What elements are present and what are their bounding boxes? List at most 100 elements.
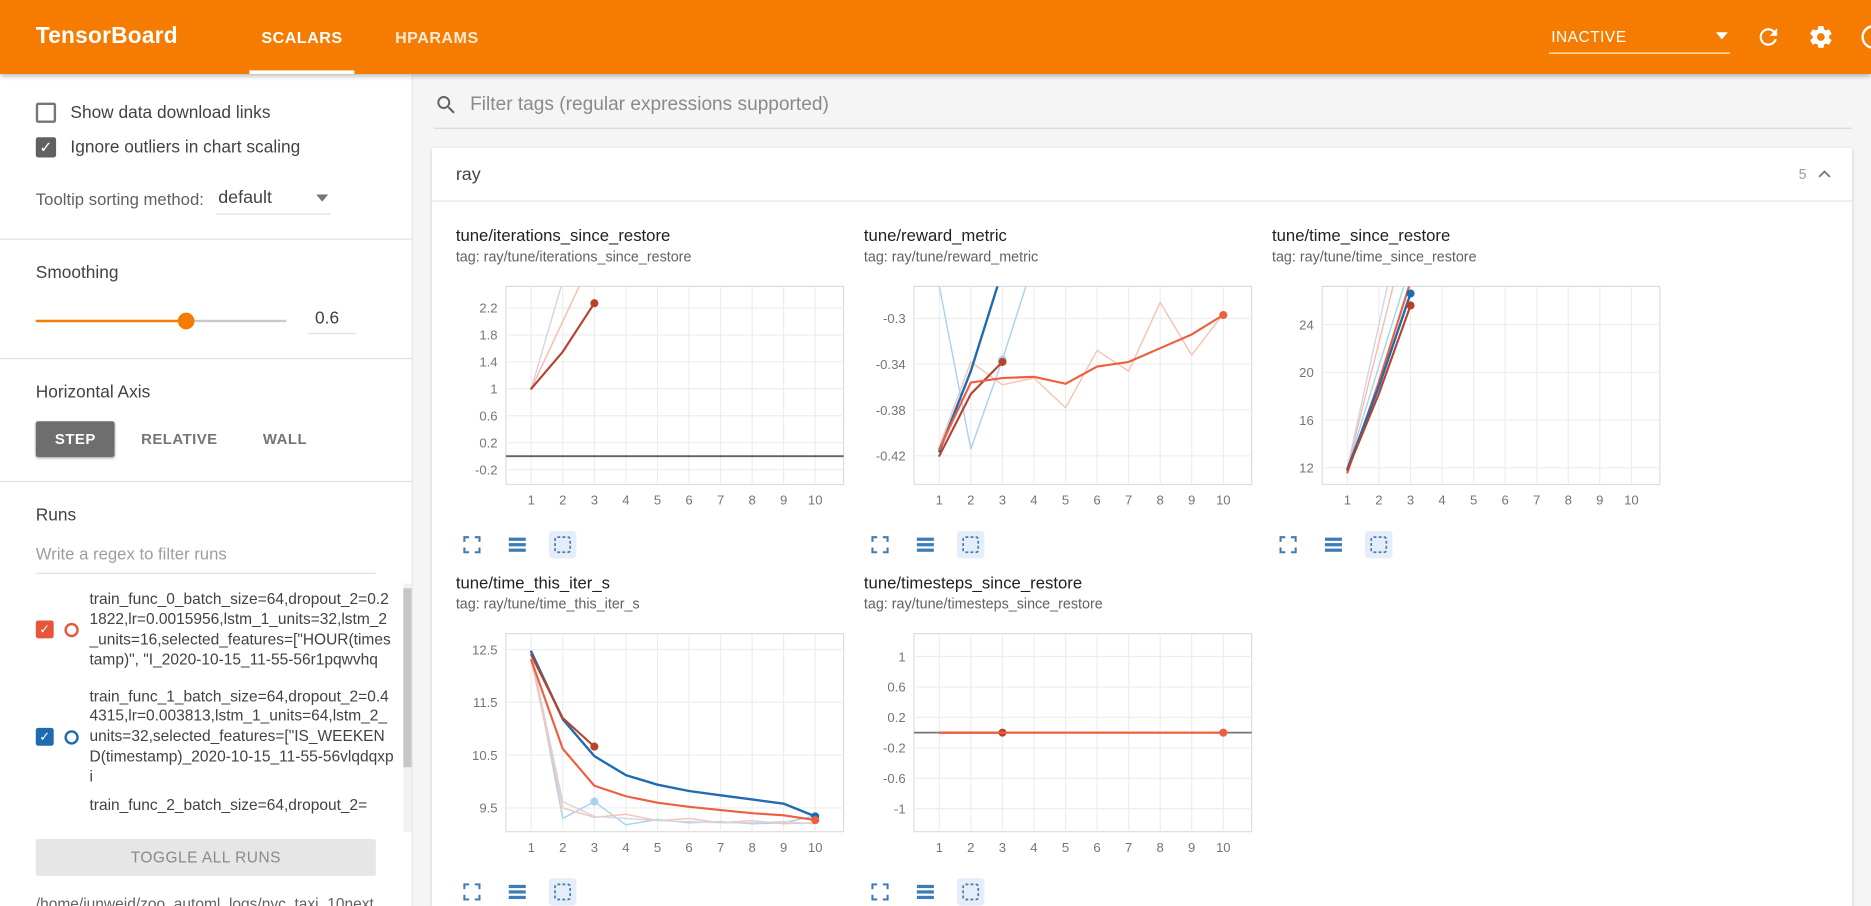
svg-text:10.5: 10.5 [472, 748, 498, 763]
svg-text:1: 1 [936, 840, 943, 855]
help-icon[interactable] [1859, 23, 1871, 52]
runs-selector-icon[interactable] [912, 878, 939, 905]
show-download-links-row[interactable]: Show data download links [35, 102, 376, 123]
chart-canvas[interactable]: 1 2 3 4 5 6 7 8 9 10 -0.42 -0.38 -0.34 -0.3 [864, 277, 1261, 516]
svg-text:8: 8 [1565, 493, 1572, 508]
expand-chart-icon[interactable] [458, 530, 485, 557]
tab-hparams[interactable]: HPARAMS [395, 28, 479, 46]
expand-chart-icon[interactable] [866, 878, 893, 905]
ignore-outliers-checkbox[interactable] [35, 137, 57, 158]
axis-button-relative[interactable]: RELATIVE [122, 421, 237, 457]
svg-text:3: 3 [1407, 493, 1414, 508]
run-checkbox[interactable]: ✓ [35, 620, 54, 639]
charts-grid: tune/iterations_since_restore tag: ray/t… [432, 202, 1852, 906]
axis-button-step[interactable]: STEP [35, 421, 115, 458]
chart-tag: tag: ray/tune/time_since_restore [1271, 248, 1477, 265]
chart-actions [864, 530, 1272, 559]
run-name: train_func_0_batch_size=64,dropout_2=0.2… [89, 589, 391, 668]
chart-tag: tag: ray/tune/timesteps_since_restore [863, 595, 1103, 613]
chart-plot[interactable]: 1 2 3 4 5 6 7 8 9 10 -0.42 -0.38 -0.34 -0.3 [864, 277, 1261, 522]
run-color-radio[interactable] [64, 730, 79, 745]
chart-plot[interactable]: 1 2 3 4 5 6 7 8 9 10 9.5 10.5 11.5 12.5 [456, 624, 853, 869]
chart-canvas[interactable]: 1 2 3 4 5 6 7 8 9 10 -1 -0.6 -0.2 0.2 0.6 1 [864, 624, 1261, 863]
fit-domain-icon[interactable] [548, 877, 577, 906]
svg-text:6: 6 [1093, 493, 1100, 508]
runs-selector-icon[interactable] [1320, 530, 1347, 557]
runs-selector-icon[interactable] [504, 878, 531, 905]
chart-card: tune/timesteps_since_restore tag: ray/tu… [864, 573, 1272, 906]
refresh-icon[interactable] [1754, 23, 1783, 52]
chart-plot[interactable]: 1 2 3 4 5 6 7 8 9 10 12 16 20 24 [1272, 277, 1669, 522]
chart-plot[interactable]: 1 2 3 4 5 6 7 8 9 10 -0.2 0.2 0.6 1 1.4 1.8 2.2 [456, 277, 853, 522]
svg-text:8: 8 [1157, 493, 1164, 508]
tab-scalars[interactable]: SCALARS [235, 0, 369, 74]
svg-text:5: 5 [654, 493, 661, 508]
expand-chart-icon[interactable] [458, 878, 485, 905]
show-download-links-checkbox[interactable] [35, 102, 57, 123]
svg-text:6: 6 [685, 840, 692, 855]
chart-title: tune/timesteps_since_restore [863, 572, 1083, 592]
tag-group-card: ray 5 tune/iterations_since_restore tag:… [431, 147, 1852, 906]
chart-title: tune/time_since_restore [1271, 225, 1451, 245]
svg-text:8: 8 [748, 493, 755, 508]
status-dropdown[interactable]: INACTIVE [1548, 21, 1731, 54]
runs-scrollbar-thumb[interactable] [403, 588, 412, 768]
ignore-outliers-label: Ignore outliers in chart scaling [70, 137, 301, 157]
expand-chart-icon[interactable] [1274, 530, 1301, 557]
settings-gear-icon[interactable] [1807, 23, 1836, 52]
svg-text:9.5: 9.5 [479, 801, 497, 816]
expand-chart-icon[interactable] [866, 530, 893, 557]
run-name: train_func_2_batch_size=64,dropout_2= [89, 795, 368, 814]
runs-selector-icon[interactable] [504, 530, 531, 557]
fit-domain-icon[interactable] [956, 877, 985, 906]
tooltip-sort-dropdown[interactable]: default [215, 184, 331, 215]
svg-text:24: 24 [1299, 317, 1314, 332]
chart-canvas[interactable]: 1 2 3 4 5 6 7 8 9 10 9.5 10.5 11.5 12.5 [456, 624, 853, 863]
run-checkbox[interactable]: ✓ [35, 728, 54, 747]
runs-selector-icon[interactable] [912, 530, 939, 557]
divider [0, 357, 412, 360]
run-item[interactable]: ✓ train_func_1_batch_size=64,dropout_2=0.… [0, 678, 412, 795]
svg-text:1: 1 [1344, 493, 1351, 508]
collapse-group-icon[interactable] [1814, 163, 1835, 184]
svg-text:10: 10 [808, 840, 823, 855]
fit-domain-icon[interactable] [1365, 530, 1393, 558]
svg-text:10: 10 [1624, 493, 1639, 508]
ignore-outliers-row[interactable]: Ignore outliers in chart scaling [35, 137, 376, 158]
smoothing-slider[interactable] [35, 312, 287, 329]
chart-actions [456, 530, 864, 559]
search-icon [434, 93, 458, 117]
fit-domain-icon[interactable] [956, 530, 985, 558]
smoothing-slider-thumb[interactable] [177, 312, 195, 329]
tag-filter-input[interactable] [470, 94, 1852, 116]
run-color-radio[interactable] [64, 622, 79, 637]
smoothing-value[interactable]: 0.6 [307, 307, 356, 335]
fit-domain-icon[interactable] [548, 530, 577, 558]
runs-scrollbar[interactable] [403, 583, 412, 832]
app-header: TensorBoard SCALARS HPARAMS INACTIVE [0, 0, 1871, 74]
group-title[interactable]: ray [455, 164, 481, 185]
svg-text:9: 9 [1188, 493, 1195, 508]
tooltip-sort-label: Tooltip sorting method: [35, 189, 204, 209]
svg-text:-0.3: -0.3 [883, 311, 906, 326]
svg-text:5: 5 [1062, 840, 1069, 855]
svg-text:1.4: 1.4 [479, 355, 497, 370]
svg-text:9: 9 [1188, 840, 1195, 855]
toggle-all-runs-button[interactable]: TOGGLE ALL RUNS [35, 838, 376, 876]
chart-plot[interactable]: 1 2 3 4 5 6 7 8 9 10 -1 -0.6 -0.2 0.2 0.6 1 [864, 624, 1261, 869]
axis-button-wall[interactable]: WALL [244, 421, 326, 457]
header-actions: INACTIVE [1548, 21, 1871, 54]
svg-text:2: 2 [559, 493, 566, 508]
tag-group-header[interactable]: ray 5 [431, 148, 1852, 202]
svg-text:-1: -1 [894, 802, 906, 817]
svg-text:5: 5 [1470, 493, 1477, 508]
sidebar: Show data download links Ignore outliers… [0, 73, 413, 906]
svg-text:8: 8 [748, 840, 755, 855]
svg-text:5: 5 [1062, 493, 1069, 508]
run-item[interactable]: ✓ train_func_0_batch_size=64,dropout_2=0.… [0, 581, 412, 678]
runs-filter-input[interactable] [35, 536, 376, 574]
chart-tag: tag: ray/tune/iterations_since_restore [455, 248, 692, 265]
chart-canvas[interactable]: 1 2 3 4 5 6 7 8 9 10 -0.2 0.2 0.6 1 1.4 1.8 2.2 [456, 277, 853, 516]
run-item[interactable]: ✓train_func_2_batch_size=64,dropout_2= [0, 796, 412, 817]
